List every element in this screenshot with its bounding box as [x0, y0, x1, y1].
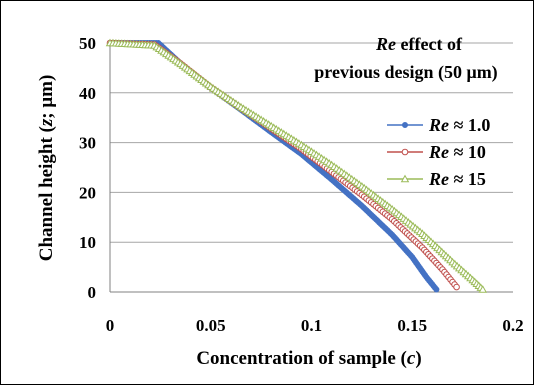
data-point: [433, 286, 440, 293]
y-tick-label: 30: [79, 134, 96, 153]
y-tick-label: 10: [79, 233, 96, 252]
annotation-line-1: Re effect of: [375, 34, 463, 54]
x-tick-label: 0.15: [397, 316, 427, 335]
series-group: [105, 38, 488, 293]
data-point: [453, 283, 460, 291]
data-point: [400, 174, 410, 183]
y-tick-label: 20: [79, 183, 96, 202]
y-axis-label: Channel height (z; μm): [36, 75, 57, 262]
y-tick-label: 50: [79, 34, 96, 53]
x-tick-label: 0: [106, 316, 115, 335]
legend-label: Re ≈ 10: [428, 142, 486, 162]
data-point: [401, 122, 408, 129]
tick-labels: 0 10 20 30 40 50 0 0.05 0.1 0.15 0.2: [79, 34, 524, 335]
legend: Re ≈ 1.0 Re ≈ 10 Re ≈ 15: [387, 115, 490, 189]
legend-label: Re ≈ 15: [428, 169, 486, 189]
legend-item-3: Re ≈ 15: [387, 169, 486, 189]
x-tick-label: 0.05: [196, 316, 226, 335]
x-tick-label: 0.2: [502, 316, 523, 335]
legend-item-1: Re ≈ 1.0: [387, 115, 490, 135]
legend-label: Re ≈ 1.0: [428, 115, 490, 135]
data-point: [401, 148, 409, 156]
x-tick-label: 0.1: [301, 316, 322, 335]
data-point: [478, 285, 488, 293]
legend-item-2: Re ≈ 10: [387, 142, 486, 162]
series-3: [105, 38, 488, 293]
annotation-line-2: previous design (50 μm): [314, 62, 497, 83]
y-tick-label: 0: [88, 283, 97, 302]
axes: [109, 43, 513, 293]
x-axis-label: Concentration of sample (c): [196, 348, 421, 369]
grid: [110, 42, 513, 243]
y-tick-label: 40: [79, 84, 96, 103]
